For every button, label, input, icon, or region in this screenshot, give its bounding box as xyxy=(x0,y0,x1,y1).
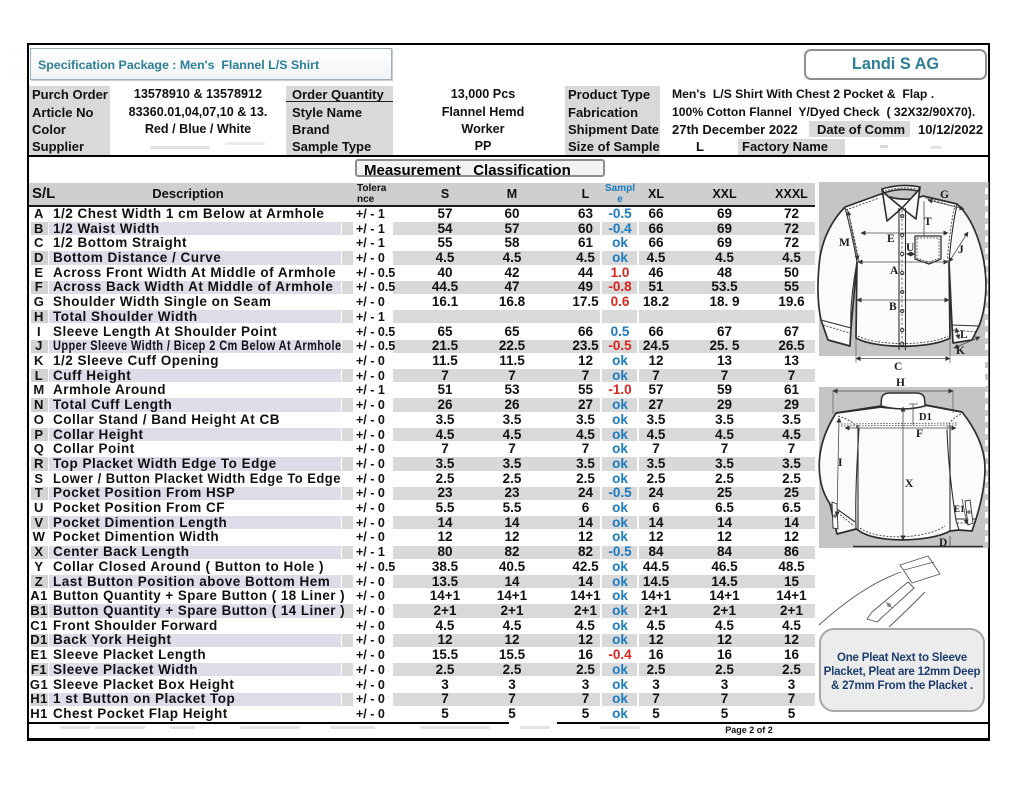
svg-text:K: K xyxy=(956,345,965,357)
svg-text:A: A xyxy=(890,265,899,277)
svg-text:C: C xyxy=(894,361,902,373)
svg-text:M: M xyxy=(839,237,850,249)
svg-text:L: L xyxy=(960,329,968,341)
svg-text:E1: E1 xyxy=(954,504,965,514)
svg-text:E: E xyxy=(887,233,895,245)
svg-text:D: D xyxy=(939,537,947,549)
svg-text:H: H xyxy=(896,377,905,389)
svg-text:F: F xyxy=(916,428,923,440)
svg-text:J: J xyxy=(958,244,964,256)
svg-text:T: T xyxy=(924,216,932,228)
svg-text:D1: D1 xyxy=(919,412,932,423)
svg-text:B: B xyxy=(889,301,897,313)
svg-text:G: G xyxy=(940,189,949,201)
svg-text:I: I xyxy=(838,457,843,469)
svg-text:X: X xyxy=(905,478,914,490)
svg-text:U: U xyxy=(906,242,915,254)
